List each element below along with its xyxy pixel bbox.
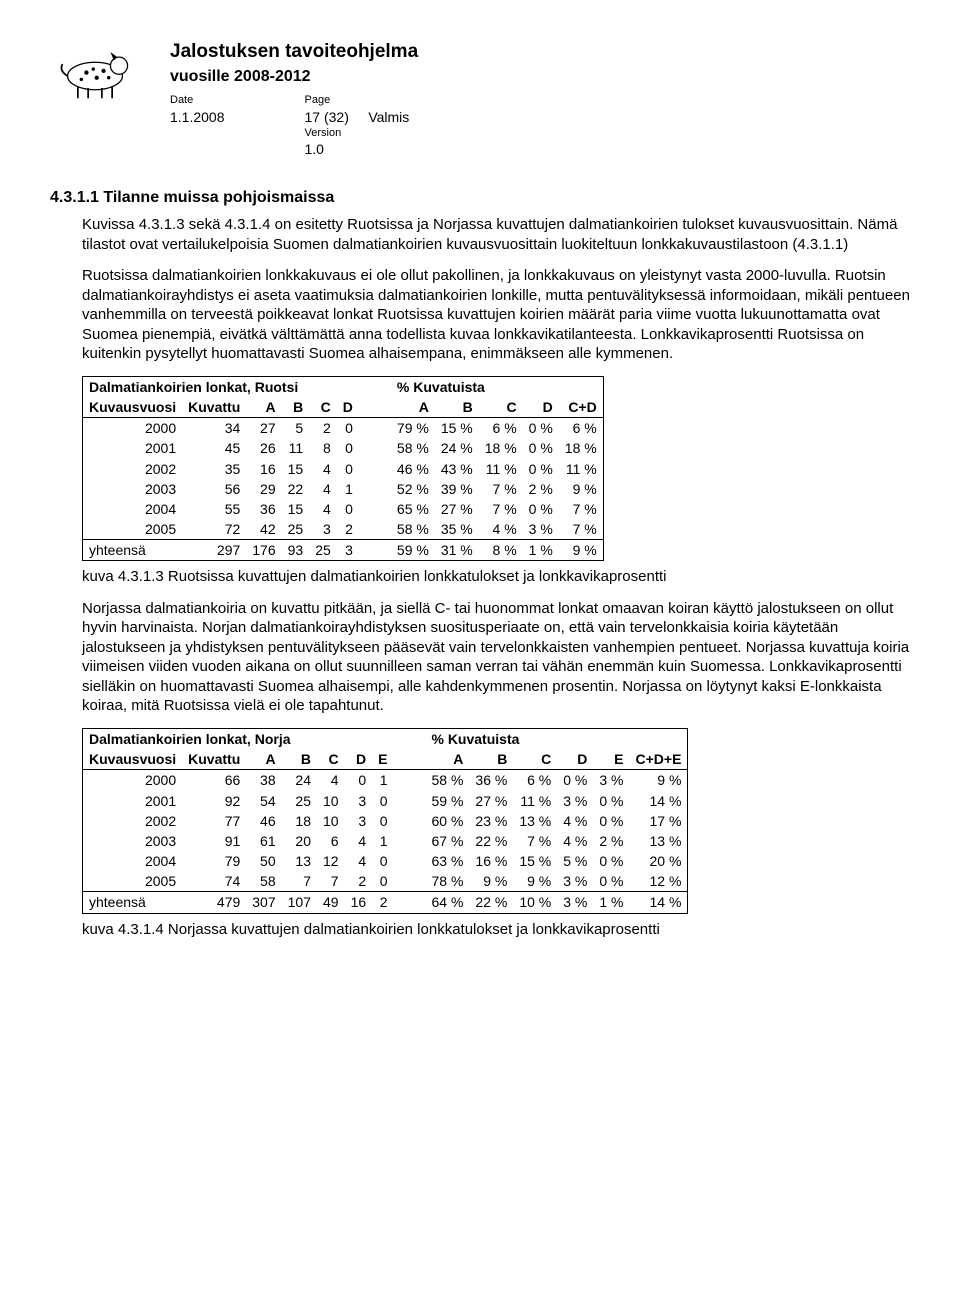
norway-caption: kuva 4.3.1.4 Norjassa kuvattujen dalmati…: [82, 920, 910, 940]
table-row: 20045536154065 %27 %7 %0 %7 %: [83, 499, 604, 519]
sweden-caption: kuva 4.3.1.3 Ruotsissa kuvattujen dalmat…: [82, 567, 910, 587]
version-value: 1.0: [305, 140, 410, 158]
sweden-total-row: yhteensä 297 176 93 25 3 59 % 31 % 8 % 1…: [83, 540, 604, 561]
table-row: 20023516154046 %43 %11 %0 %11 %: [83, 459, 604, 479]
paragraph-2: Ruotsissa dalmatiankoirien lonkkakuvaus …: [82, 266, 910, 364]
norway-table-title-left: Dalmatiankoirien lonkat, Norja: [83, 728, 394, 749]
table-row: 2002774618103060 %23 %13 %4 %0 %17 %: [83, 811, 688, 831]
table-row: 20035629224152 %39 %7 %2 %9 %: [83, 479, 604, 499]
status-value: Valmis: [368, 109, 409, 125]
norway-table: Dalmatiankoirien lonkat, Norja % Kuvatui…: [82, 728, 688, 914]
document-header: Jalostuksen tavoiteohjelma vuosille 2008…: [50, 40, 910, 158]
table-row: 2000342752079 %15 %6 %0 %6 %: [83, 418, 604, 439]
version-label: Version: [305, 126, 410, 140]
dalmatian-logo-icon: [50, 40, 140, 100]
norway-header-row: Kuvausvuosi Kuvattu A B C D E A B C D E …: [83, 749, 688, 770]
sweden-table: Dalmatiankoirien lonkat, Ruotsi % Kuvatu…: [82, 376, 604, 562]
date-value: 1.1.2008: [170, 108, 225, 126]
sweden-table-title-left: Dalmatiankoirien lonkat, Ruotsi: [83, 376, 359, 397]
header-text-block: Jalostuksen tavoiteohjelma vuosille 2008…: [170, 40, 910, 158]
document-title: Jalostuksen tavoiteohjelma: [170, 40, 910, 65]
table-row: 200391612064167 %22 %7 %4 %2 %13 %: [83, 831, 688, 851]
table-row: 2001925425103059 %27 %11 %3 %0 %14 %: [83, 791, 688, 811]
table-row: 2004795013124063 %16 %15 %5 %0 %20 %: [83, 851, 688, 871]
sweden-header-row: Kuvausvuosi Kuvattu A B C D A B C D C+D: [83, 397, 604, 418]
page-value: 17 (32): [305, 109, 349, 125]
norway-table-title-right: % Kuvatuista: [425, 728, 687, 749]
date-label: Date: [170, 93, 225, 107]
table-row: 20057458772078 %9 %9 %3 %0 %12 %: [83, 871, 688, 892]
content-block: Kuvissa 4.3.1.3 sekä 4.3.1.4 on esitetty…: [82, 215, 910, 939]
table-row: 20014526118058 %24 %18 %0 %18 %: [83, 438, 604, 458]
sweden-table-title-right: % Kuvatuista: [391, 376, 603, 397]
paragraph-1: Kuvissa 4.3.1.3 sekä 4.3.1.4 on esitetty…: [82, 215, 910, 254]
table-row: 200066382440158 %36 %6 %0 %3 %9 %: [83, 770, 688, 791]
norway-total-row: yhteensä 479 307 107 49 16 2 64 % 22 % 1…: [83, 892, 688, 913]
table-row: 20057242253258 %35 %4 %3 %7 %: [83, 519, 604, 540]
page-label: Page: [305, 93, 410, 107]
meta-row-1: Date 1.1.2008 Page 17 (32) Valmis Versio…: [170, 93, 910, 158]
section-heading: 4.3.1.1 Tilanne muissa pohjoismaissa: [50, 188, 910, 209]
paragraph-3: Norjassa dalmatiankoiria on kuvattu pitk…: [82, 599, 910, 716]
document-subtitle: vuosille 2008-2012: [170, 67, 910, 88]
